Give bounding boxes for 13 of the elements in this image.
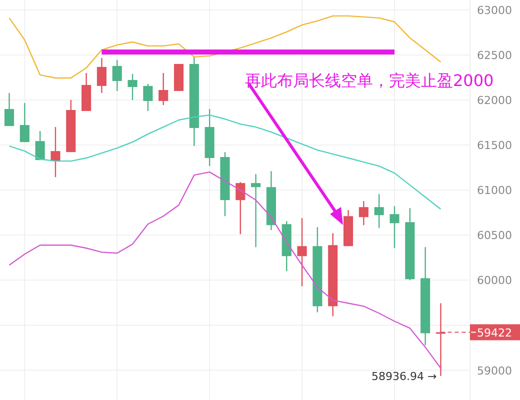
y-tick-label: 63000 xyxy=(477,4,512,17)
y-tick-label: 60500 xyxy=(477,229,512,242)
y-tick-label: 61000 xyxy=(477,184,512,198)
annotation: 再此布局长线空单，完美止盈2000 xyxy=(245,71,494,90)
y-tick-label: 61500 xyxy=(477,139,512,152)
y-tick-label: 62500 xyxy=(477,48,512,62)
y-tick-label: 60000 xyxy=(477,274,512,288)
y-tick-label: 59000 xyxy=(477,364,512,378)
annotation: 58936.94 → xyxy=(372,370,437,383)
line-series xyxy=(8,171,442,369)
y-tick-label: 62000 xyxy=(477,94,512,107)
line-series xyxy=(8,114,442,210)
ref-line-label: 59422 xyxy=(477,326,512,340)
